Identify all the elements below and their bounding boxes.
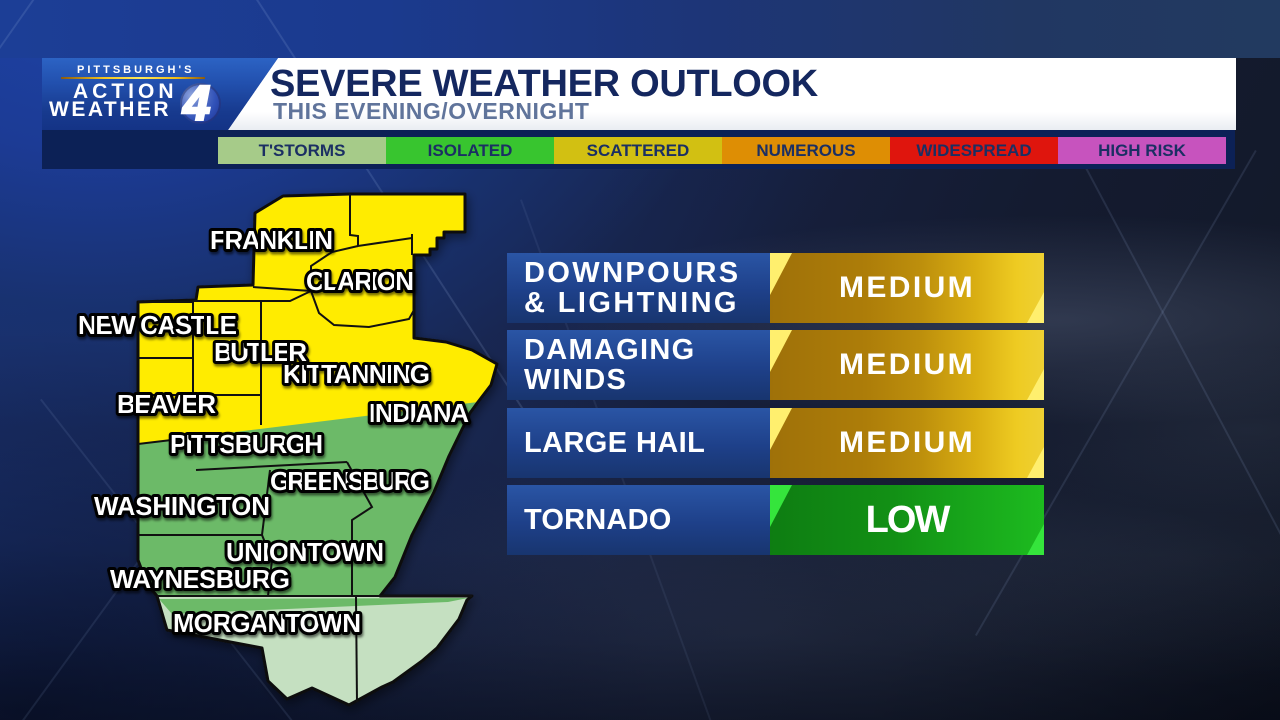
- svg-text:NEW CASTLE: NEW CASTLE: [78, 310, 237, 340]
- svg-text:MORGANTOWN: MORGANTOWN: [173, 608, 361, 638]
- svg-text:PITTSBURGH: PITTSBURGH: [170, 429, 323, 459]
- svg-text:KITTANNING: KITTANNING: [283, 359, 430, 389]
- svg-text:CLARION: CLARION: [306, 266, 414, 296]
- svg-text:BEAVER: BEAVER: [117, 389, 216, 419]
- svg-text:FRANKLIN: FRANKLIN: [210, 225, 333, 255]
- svg-text:INDIANA: INDIANA: [369, 398, 469, 428]
- svg-text:WAYNESBURG: WAYNESBURG: [110, 564, 290, 594]
- svg-text:WASHINGTON: WASHINGTON: [94, 491, 270, 521]
- svg-text:GREENSBURG: GREENSBURG: [270, 466, 430, 496]
- svg-text:BUTLER: BUTLER: [214, 337, 307, 367]
- svg-text:UNIONTOWN: UNIONTOWN: [226, 537, 384, 567]
